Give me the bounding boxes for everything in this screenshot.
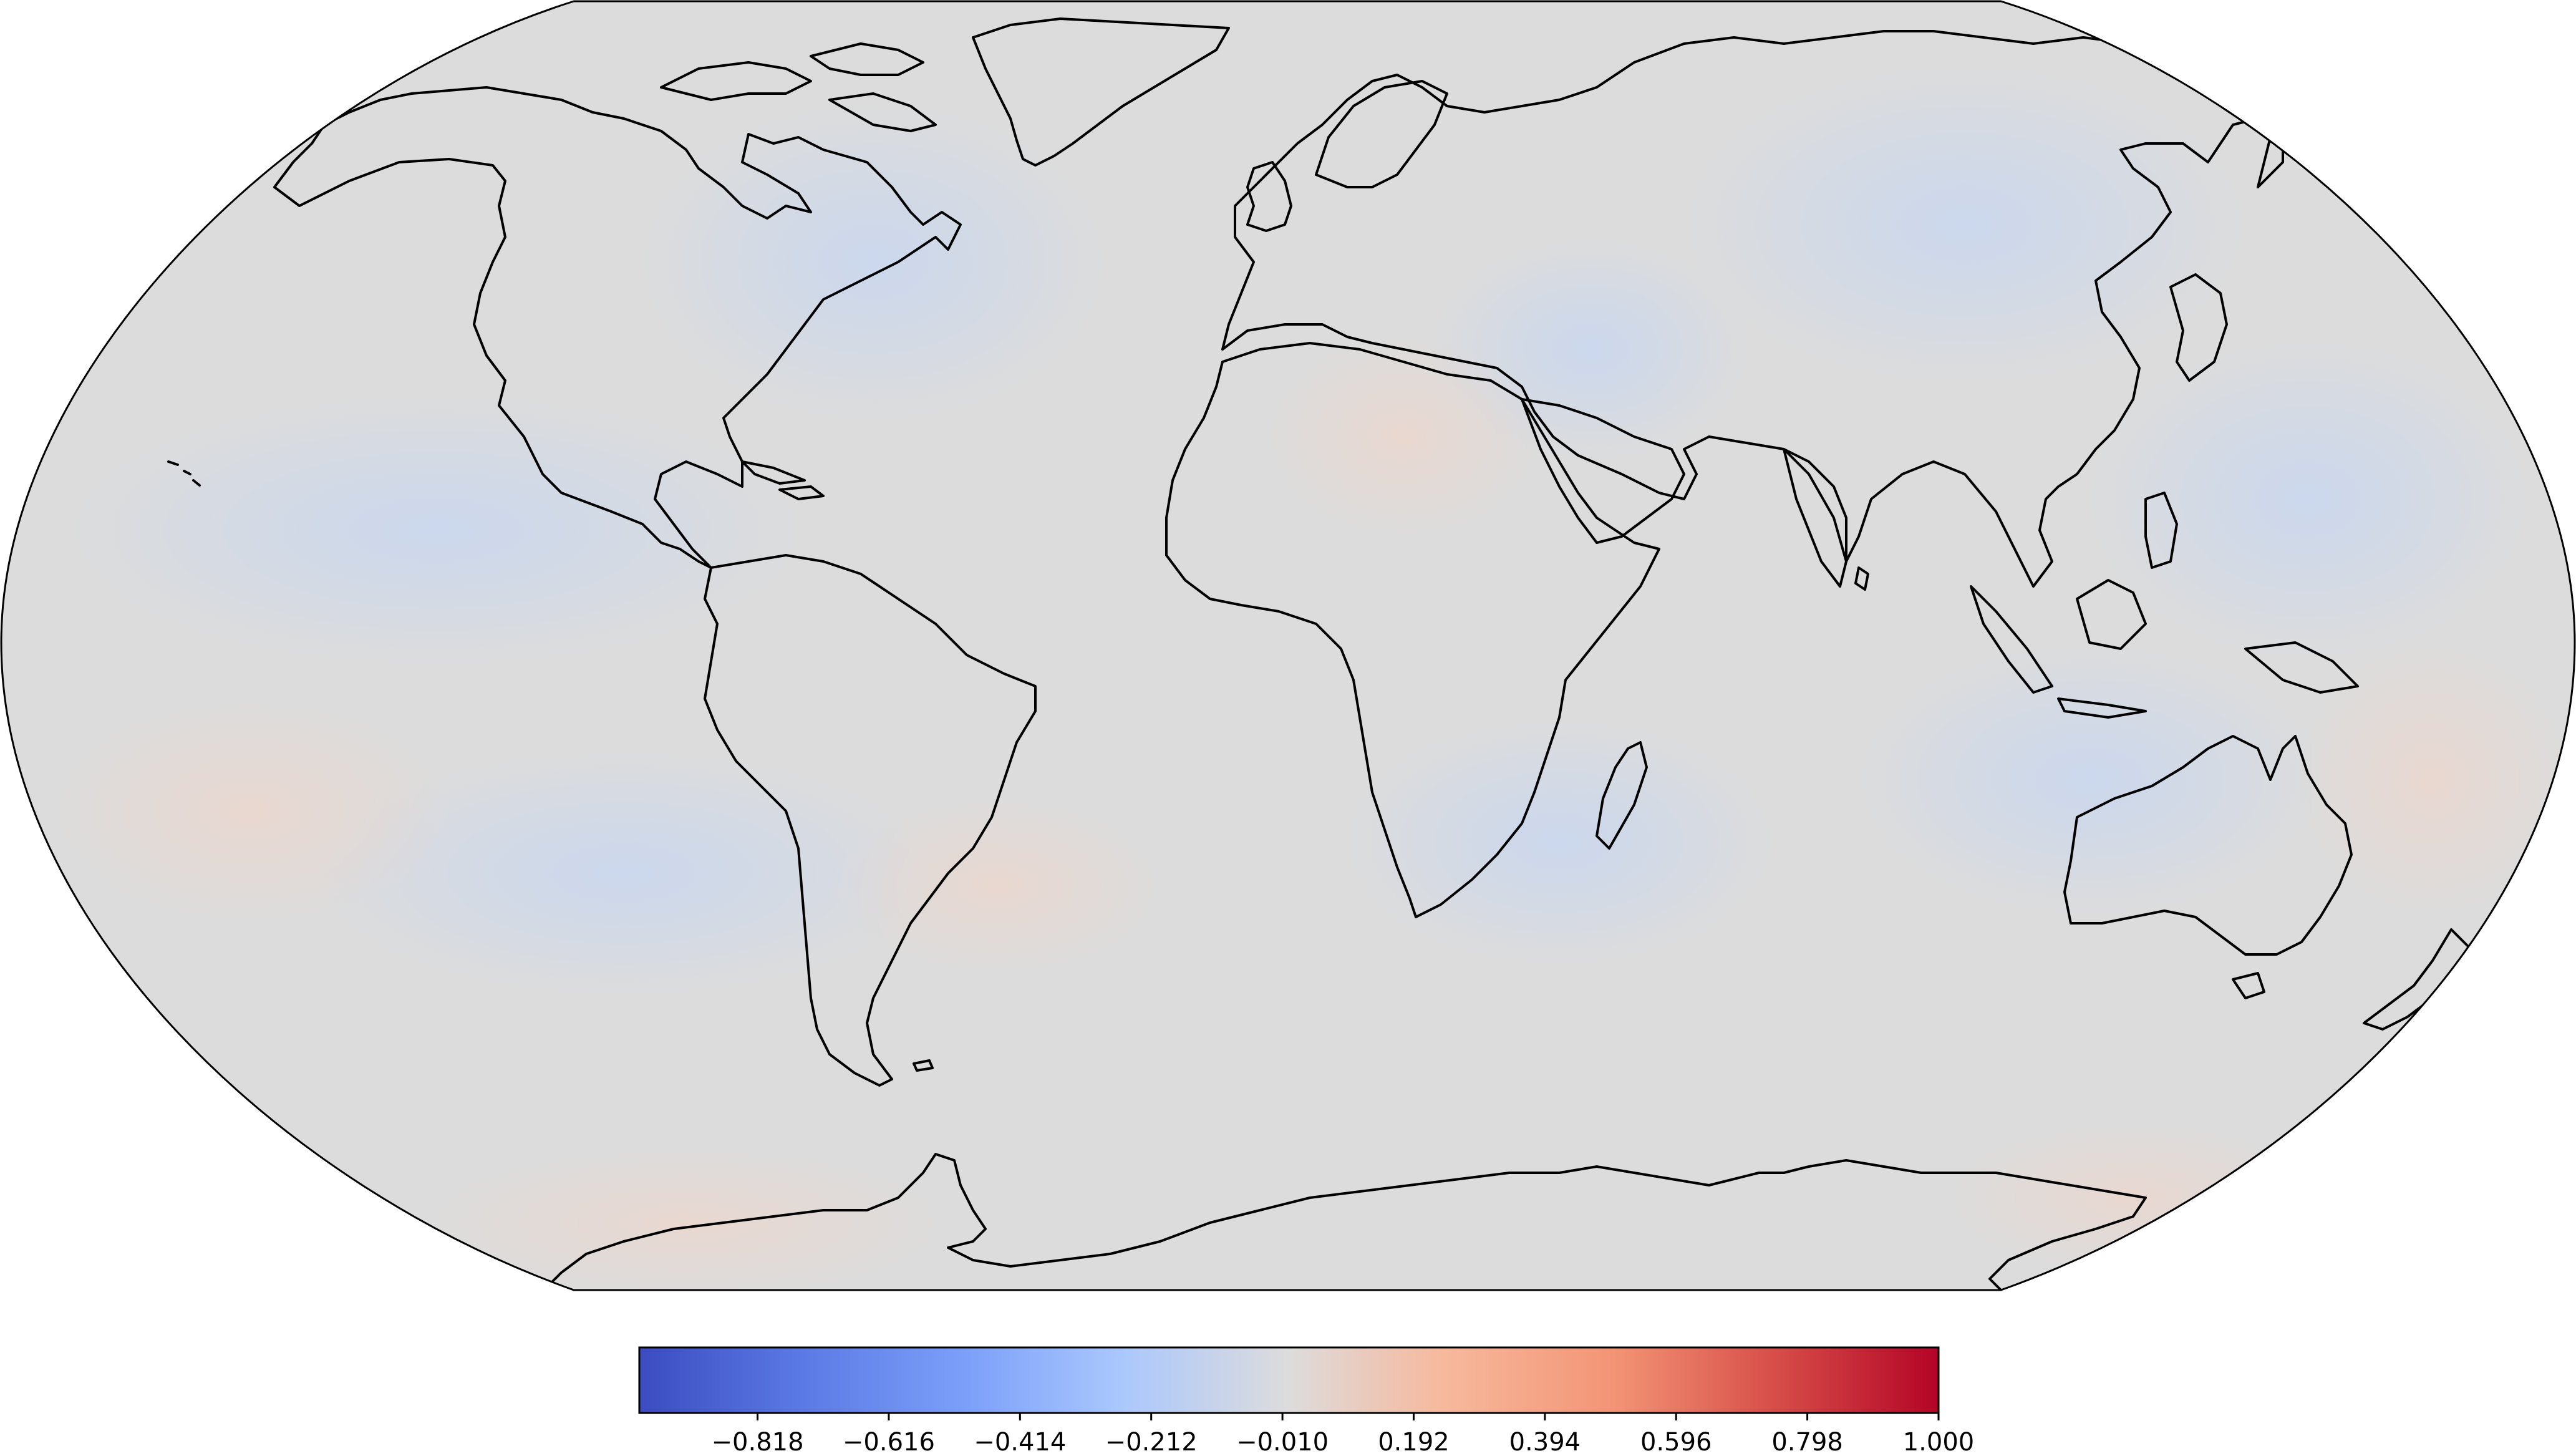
colorbar-tick-label: 0.798 bbox=[1771, 1428, 1843, 1456]
anomaly-field bbox=[50, 62, 2570, 1290]
anomaly-patch bbox=[1946, 1123, 2320, 1273]
colorbar-tick-label: −0.212 bbox=[1105, 1428, 1198, 1456]
map-panel bbox=[0, 0, 2576, 1291]
coastline-africa bbox=[1165, 342, 1660, 918]
anomaly-patch bbox=[424, 1148, 948, 1290]
anomaly-patch bbox=[312, 749, 936, 998]
coastline-arctic-islands bbox=[660, 61, 812, 101]
colorbar-tick-label: −0.010 bbox=[1236, 1428, 1329, 1456]
coastline-falklands bbox=[913, 1059, 934, 1072]
coastline-new-guinea bbox=[2244, 641, 2359, 694]
colorbar-tick-label: 1.000 bbox=[1903, 1428, 1975, 1456]
colorbar-tick-label: 0.596 bbox=[1640, 1428, 1712, 1456]
anomaly-patch bbox=[1678, 62, 2252, 387]
colorbar-tick-label: 0.394 bbox=[1509, 1428, 1581, 1456]
coastline-arctic-islands bbox=[828, 92, 937, 132]
anomaly-patch bbox=[2083, 337, 2532, 661]
coastline-borneo bbox=[2076, 579, 2147, 650]
coastline-australia bbox=[2063, 735, 2353, 956]
coastline-madagascar bbox=[1595, 741, 1648, 850]
coastline-hispaniola bbox=[778, 485, 825, 500]
colorbar-ticks: −0.818 −0.616 −0.414 −0.212 −0.010 0.192 0.394… bbox=[712, 1413, 1975, 1456]
coastline-eurasia bbox=[1221, 30, 2309, 588]
coastline-sumatra bbox=[1970, 585, 2053, 694]
colorbar: −0.818 −0.616 −0.414 −0.212 −0.010 0.192 0.394… bbox=[638, 1346, 1975, 1456]
coastline-tasmania bbox=[2232, 972, 2265, 999]
coastline-japan bbox=[2169, 273, 2228, 382]
coastlines bbox=[167, 17, 2471, 1290]
anomaly-patch bbox=[2295, 643, 2570, 917]
anomaly-patch bbox=[62, 393, 811, 667]
colorbar-gradient bbox=[638, 1346, 1940, 1414]
coastline-india bbox=[1783, 448, 1847, 588]
colorbar-tick-label: 0.192 bbox=[1378, 1428, 1450, 1456]
coastline-south-america bbox=[704, 554, 1037, 1087]
coastline-sri-lanka bbox=[1854, 566, 1869, 591]
coastline-cuba bbox=[741, 460, 806, 485]
coastline-antarctica bbox=[541, 1153, 2147, 1290]
colorbar-tick-label: −0.818 bbox=[712, 1428, 804, 1456]
coastline-great-britain bbox=[1246, 161, 1292, 232]
coastline-arabia bbox=[1521, 398, 1685, 544]
colorbar-tick-label: −0.616 bbox=[843, 1428, 935, 1456]
colorbar-tick-label: −0.414 bbox=[974, 1428, 1066, 1456]
coastline-philippines bbox=[2144, 492, 2178, 569]
coastline-hawaii bbox=[167, 460, 201, 487]
globe-outline bbox=[0, 0, 2576, 1291]
coastline-scandinavia bbox=[1315, 80, 1448, 188]
anomaly-patch bbox=[836, 798, 1160, 973]
anomaly-patch bbox=[50, 699, 449, 923]
coastline-greenland bbox=[972, 17, 1230, 167]
coastline-north-america bbox=[273, 86, 962, 569]
coastline-arctic-islands bbox=[810, 42, 924, 76]
anomaly-patch bbox=[1341, 717, 1778, 967]
anomaly-patch bbox=[1266, 337, 1541, 536]
coastline-java bbox=[2057, 697, 2147, 719]
anomaly-patch bbox=[1852, 643, 2327, 917]
anomaly-patch bbox=[636, 100, 1110, 424]
